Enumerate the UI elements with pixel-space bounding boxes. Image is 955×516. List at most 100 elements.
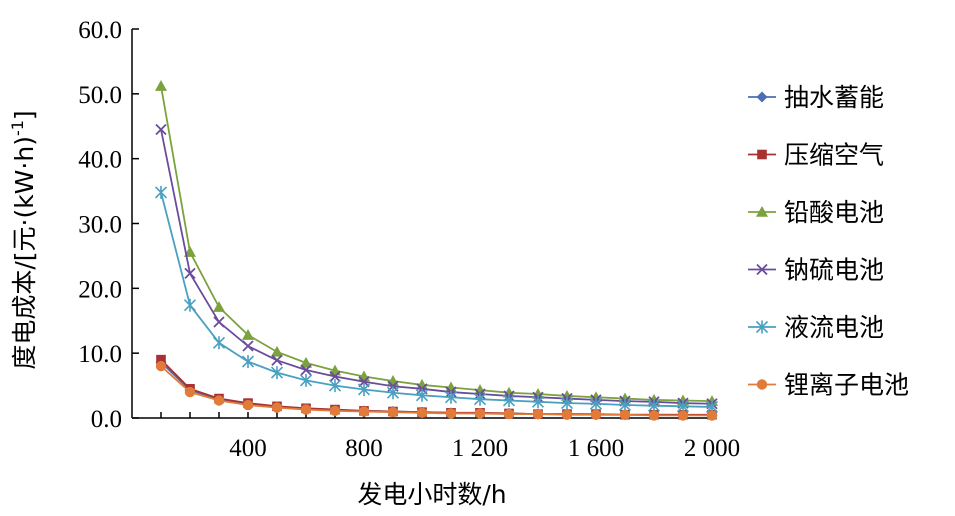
data-point <box>387 406 399 418</box>
data-point <box>416 407 428 419</box>
x-tick-label: 2 000 <box>684 435 740 462</box>
data-point <box>532 408 544 420</box>
data-point <box>503 408 515 420</box>
x-axis-title: 发电小时数/h <box>357 480 506 509</box>
data-point <box>590 409 602 420</box>
data-point <box>473 392 487 406</box>
data-point <box>502 393 516 407</box>
legend-item: 抽水蓄能 <box>748 83 884 112</box>
y-tick-label: 40.0 <box>78 147 122 174</box>
data-point <box>184 386 196 398</box>
data-point <box>329 370 341 383</box>
data-point <box>300 356 312 368</box>
legend-item: 钠硫电池 <box>748 256 884 285</box>
y-axis-title-superscript: -1 <box>8 120 27 136</box>
data-point <box>589 397 603 411</box>
series-6 <box>155 360 718 421</box>
series-line <box>160 129 713 405</box>
y-tick-label: 60.0 <box>78 17 122 44</box>
data-point <box>213 301 225 312</box>
series-2 <box>156 354 717 420</box>
data-point <box>155 80 167 91</box>
legend-marker <box>756 206 768 217</box>
y-tick-label: 30.0 <box>78 212 122 239</box>
data-point <box>271 345 283 357</box>
data-point <box>184 267 196 280</box>
series-line <box>160 85 713 403</box>
data-point <box>271 354 283 366</box>
legend-label: 铅酸电池 <box>784 198 884 227</box>
data-point <box>300 364 312 376</box>
series-4 <box>155 123 718 410</box>
data-point <box>560 396 574 410</box>
series-1 <box>155 356 718 421</box>
y-tick-label: 0.0 <box>91 406 122 433</box>
series-group <box>154 80 719 421</box>
data-point <box>156 354 166 365</box>
y-axis-title: 度电成本/[元·(kW·h)-1] <box>8 110 39 369</box>
data-point <box>358 406 370 417</box>
y-axis-title-main: 度电成本/[元·(kW·h) <box>10 136 39 370</box>
legend-label: 锂离子电池 <box>784 371 909 400</box>
legend-item: 锂离子电池 <box>748 371 909 400</box>
data-point <box>531 395 545 409</box>
data-point <box>619 409 631 420</box>
x-tick-label: 1 200 <box>452 435 508 462</box>
x-tick-label: 400 <box>229 435 267 462</box>
y-tick-label: 20.0 <box>78 276 122 303</box>
data-point <box>242 329 254 340</box>
data-point <box>213 316 225 328</box>
legend-marker <box>756 91 768 103</box>
data-point <box>444 390 458 404</box>
data-point <box>503 386 515 398</box>
legend-label: 钠硫电池 <box>784 256 884 285</box>
data-point <box>677 410 689 421</box>
data-point <box>213 395 225 406</box>
data-point <box>155 360 167 372</box>
data-point <box>415 388 429 402</box>
axes: 0.0 10.0 20.0 30.0 40.0 50.0 60.0 400 800 1 200 1… <box>78 17 740 462</box>
legend-marker <box>757 149 767 160</box>
data-point <box>271 402 283 413</box>
legend-item: 铅酸电池 <box>748 198 884 227</box>
data-point <box>299 373 313 387</box>
data-point <box>328 379 342 393</box>
data-point <box>212 336 226 350</box>
data-point <box>270 366 284 380</box>
legend-label: 压缩空气 <box>784 141 884 170</box>
data-point <box>648 410 660 421</box>
data-point <box>241 355 255 369</box>
legend-item: 压缩空气 <box>748 141 884 170</box>
data-point <box>474 408 486 419</box>
data-point <box>445 408 457 419</box>
data-point <box>155 123 167 136</box>
data-point <box>647 399 661 413</box>
data-point <box>154 185 168 199</box>
y-axis-title-close: ] <box>10 110 39 120</box>
data-point <box>532 388 544 399</box>
data-point <box>357 382 371 396</box>
y-tick-label: 10.0 <box>78 341 122 368</box>
data-point <box>329 405 341 417</box>
y-tick-label: 50.0 <box>78 82 122 109</box>
data-point <box>183 298 197 312</box>
legend-marker <box>756 379 768 390</box>
legend-marker <box>755 320 769 334</box>
data-point <box>242 399 254 411</box>
data-point <box>618 398 632 412</box>
x-tick-label: 800 <box>345 435 383 462</box>
legend-item: 液流电池 <box>748 313 884 342</box>
data-point <box>386 386 400 400</box>
series-5 <box>154 185 719 414</box>
legend-marker <box>756 263 768 276</box>
legend-label: 液流电池 <box>784 313 884 342</box>
data-point <box>242 340 254 352</box>
legend-label: 抽水蓄能 <box>784 83 884 112</box>
x-tick-label: 1 600 <box>568 435 624 462</box>
y-ticks: 0.0 10.0 20.0 30.0 40.0 50.0 60.0 <box>78 17 139 433</box>
data-point <box>561 409 573 420</box>
data-point <box>706 410 718 421</box>
data-point <box>300 404 312 415</box>
